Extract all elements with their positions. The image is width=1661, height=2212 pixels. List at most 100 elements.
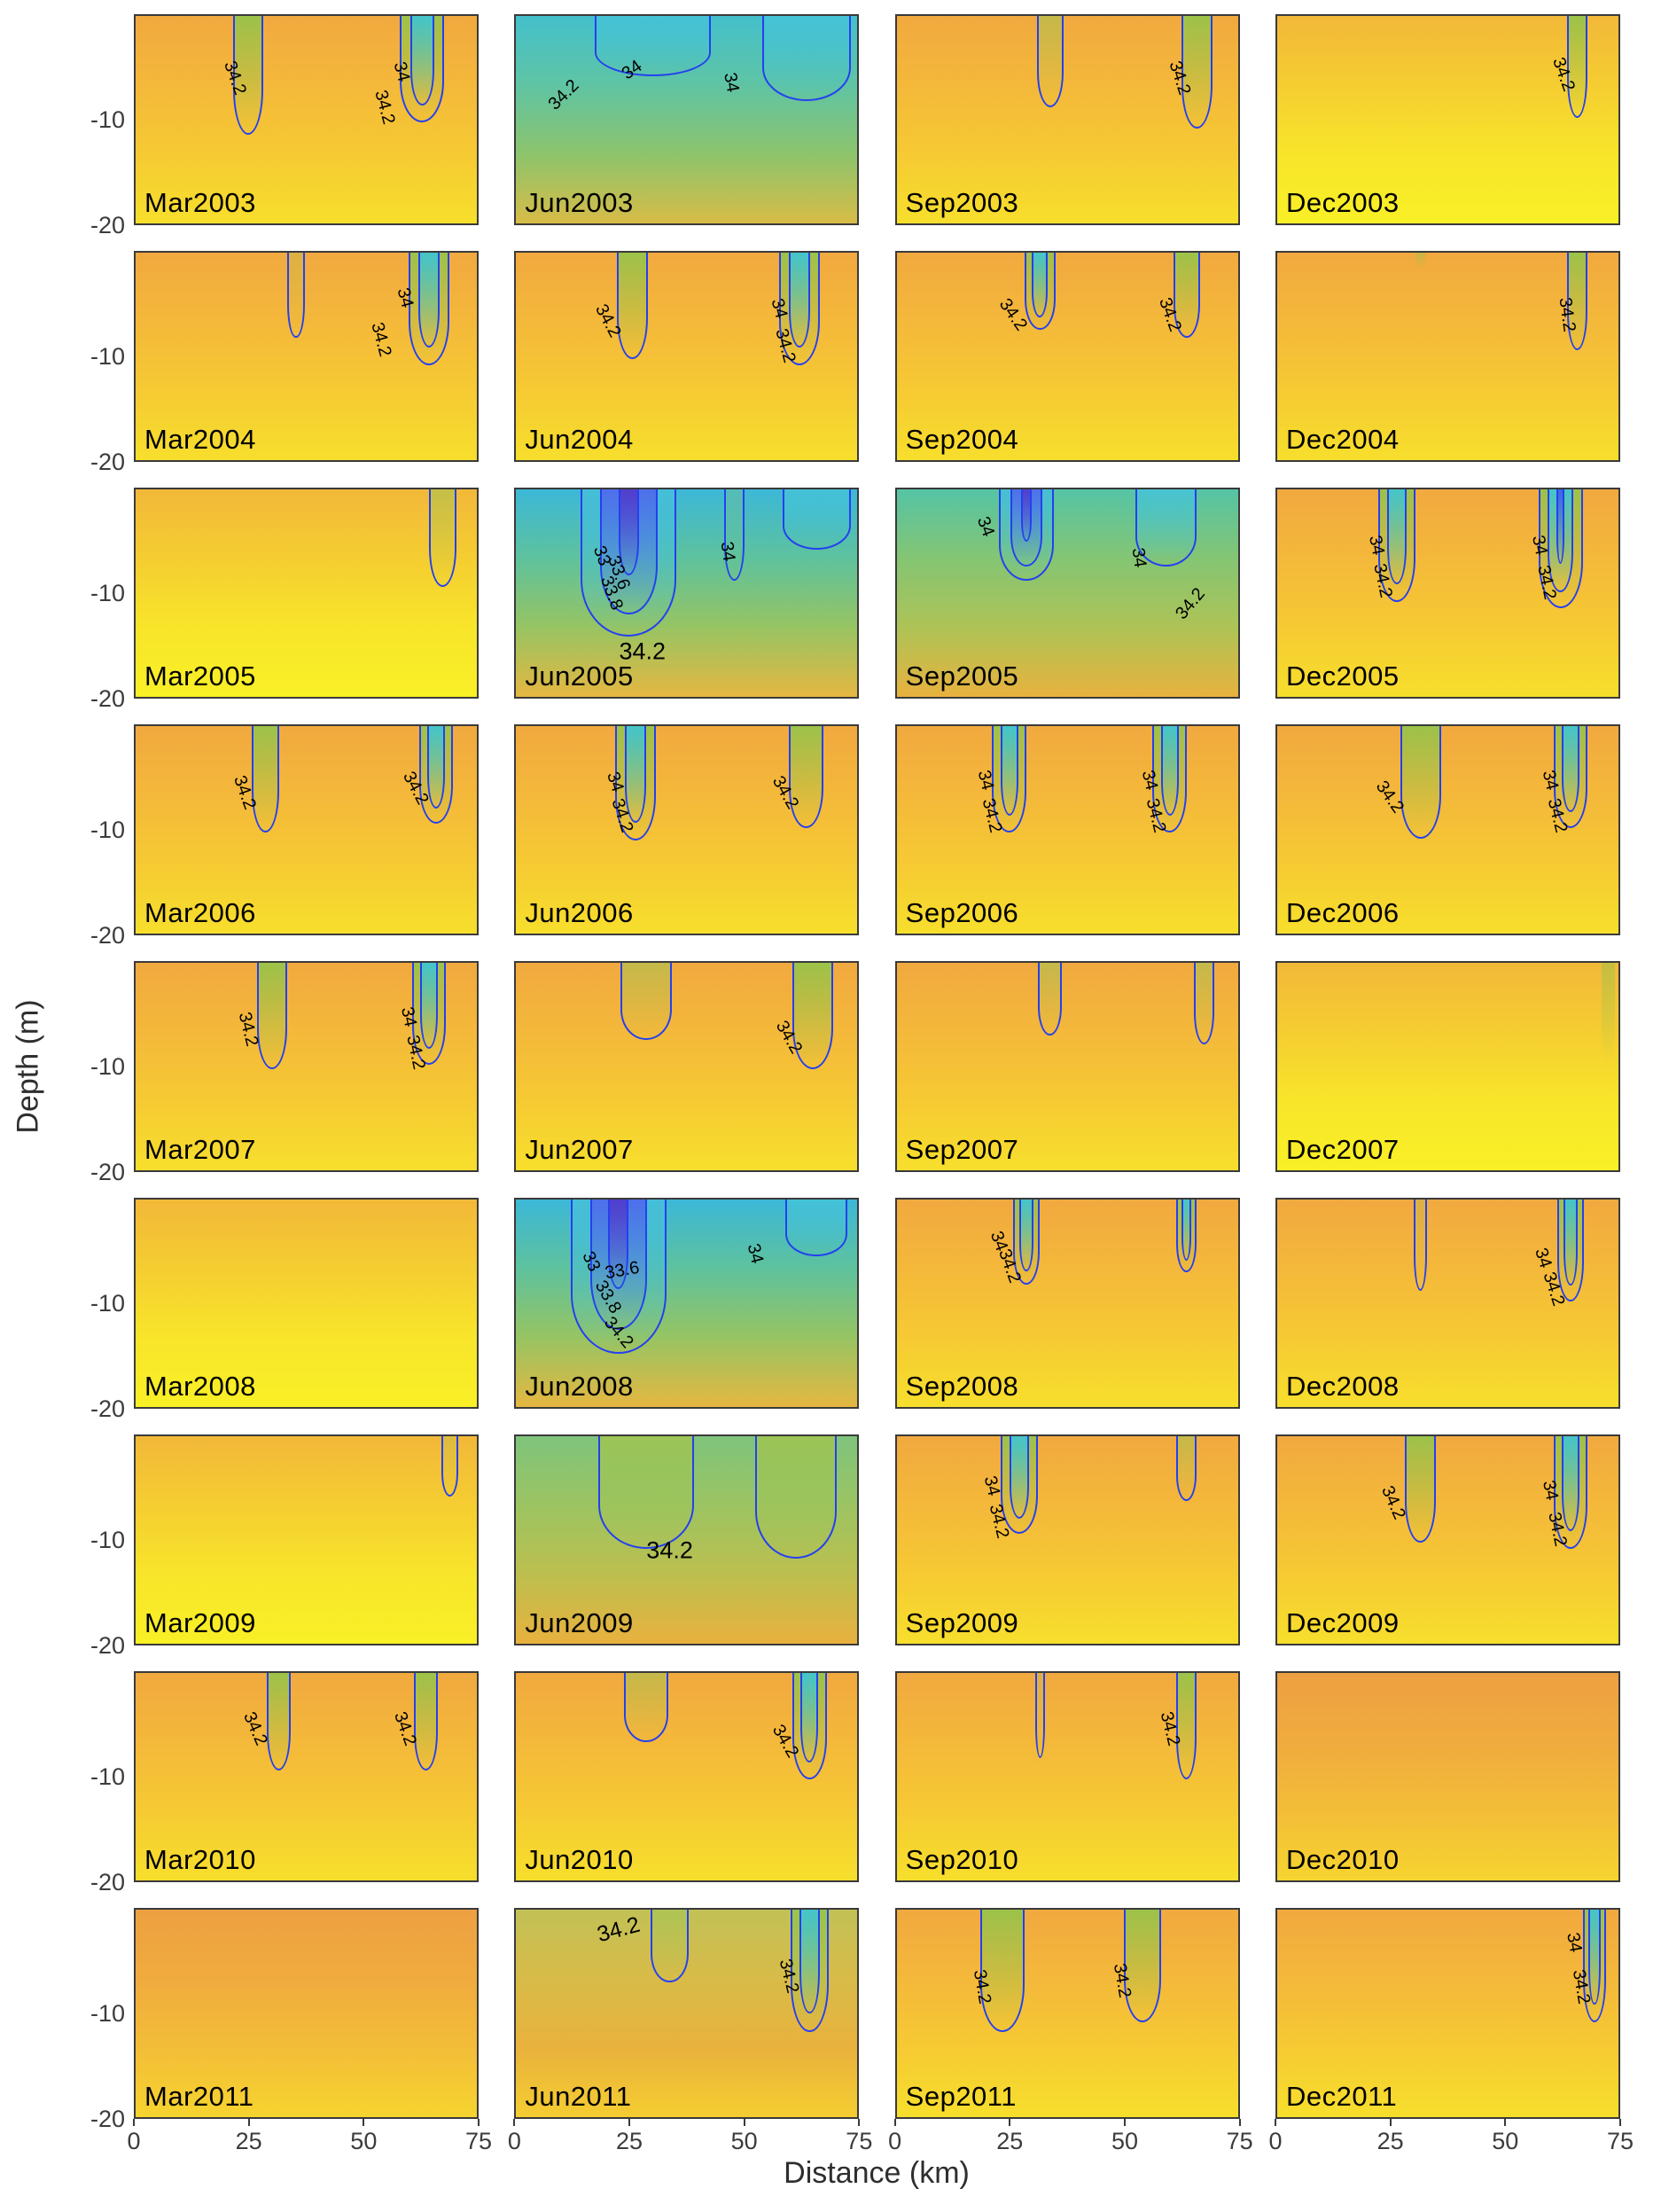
panel-sep2007: Sep2007 bbox=[894, 961, 1240, 1172]
contour-plume bbox=[778, 253, 820, 365]
contour-plume-inner bbox=[426, 726, 445, 809]
panel-dec2006: 34.2 34 34.2 Dec2006 bbox=[1275, 724, 1620, 935]
panel-mar2006: 34.2 34.2 Mar2006 bbox=[134, 724, 479, 935]
y-tick-label: -20 bbox=[90, 449, 125, 475]
x-tick-mark bbox=[363, 2119, 365, 2126]
contour-plume bbox=[232, 16, 264, 135]
panel-month-label: Dec2005 bbox=[1285, 660, 1400, 692]
panel-month-label: Mar2006 bbox=[144, 897, 256, 928]
contour-plume bbox=[1135, 489, 1197, 567]
panel-month-label: Dec2006 bbox=[1285, 897, 1400, 928]
contour-plume-inner bbox=[589, 1200, 647, 1331]
x-tick-mark bbox=[1009, 2119, 1011, 2126]
x-tick-mark bbox=[1274, 2119, 1276, 2126]
contour-plume-core bbox=[608, 1200, 629, 1290]
contour-plume bbox=[792, 1673, 827, 1779]
contour-plume bbox=[1036, 16, 1064, 108]
contour-plume bbox=[1034, 1673, 1046, 1759]
contour-plume-inner bbox=[600, 489, 658, 615]
panel-month-label: Dec2004 bbox=[1285, 424, 1400, 455]
contour-plume-core bbox=[1556, 489, 1565, 564]
panel-dec2011: 34 34.2 Dec2011 bbox=[1275, 1908, 1620, 2119]
contour-plume bbox=[256, 963, 288, 1069]
contour-plume bbox=[581, 489, 677, 637]
contour-plume bbox=[1400, 726, 1441, 839]
panel-mar2010: 34.2 34.2 Mar2010 bbox=[134, 1671, 479, 1882]
panel-sep2009: 34 34.2 Sep2009 bbox=[894, 1434, 1240, 1645]
contour-plume-inner bbox=[800, 1673, 819, 1763]
panel-month-label: Mar2009 bbox=[144, 1607, 256, 1638]
contour-plume-inner bbox=[1548, 489, 1573, 592]
contour-label: 34.2 bbox=[619, 637, 667, 665]
panel-colormap-field bbox=[136, 489, 477, 697]
panel-month-label: Mar2010 bbox=[144, 1844, 256, 1875]
panel-month-label: Sep2009 bbox=[905, 1607, 1019, 1638]
contour-plume bbox=[429, 489, 456, 588]
contour-plume-inner bbox=[799, 1910, 820, 2014]
x-tick-mark bbox=[247, 2119, 250, 2126]
contour-plume bbox=[616, 253, 648, 359]
panel-month-label: Sep2006 bbox=[905, 897, 1019, 928]
y-tick-label: -10 bbox=[90, 106, 125, 133]
contour-plume bbox=[1553, 726, 1588, 828]
contour-plume bbox=[789, 726, 823, 828]
panel-sep2008: 34 34.2 Sep2008 bbox=[894, 1198, 1240, 1409]
panel-jun2011: 34.2 34.2 Jun2011 bbox=[514, 1908, 860, 2119]
y-tick-label: -20 bbox=[90, 1395, 125, 1422]
panel-mar2007: 34.2 34 34.2 Mar2007 bbox=[134, 961, 479, 1172]
contour-label: 34 bbox=[743, 1241, 768, 1266]
x-tick-mark bbox=[858, 2119, 861, 2126]
panel-month-label: Sep2005 bbox=[905, 660, 1019, 692]
contour-plume bbox=[782, 489, 851, 551]
x-tick-mark bbox=[1504, 2119, 1507, 2126]
x-tick-label: 75 bbox=[846, 2128, 873, 2154]
y-tick-label: -10 bbox=[90, 1527, 125, 1553]
panel-month-label: Jun2004 bbox=[525, 424, 634, 455]
contour-label: 34 bbox=[1137, 768, 1161, 793]
panel-month-label: Dec2010 bbox=[1285, 1844, 1400, 1875]
panel-jun2003: 34.2 34 34 Jun2003 bbox=[514, 14, 860, 225]
contour-plume bbox=[1567, 253, 1588, 351]
y-tick-label: -10 bbox=[90, 1290, 125, 1317]
contour-label: 34 bbox=[1563, 1931, 1586, 1955]
contour-plume bbox=[614, 726, 657, 841]
contour-plume-inner bbox=[624, 726, 647, 823]
panel-month-label: Sep2004 bbox=[905, 424, 1019, 455]
panel-month-label: Jun2008 bbox=[525, 1371, 634, 1402]
x-tick-label: 0 bbox=[888, 2128, 902, 2154]
contour-plume bbox=[1405, 1436, 1436, 1543]
panel-dec2010: Dec2010 bbox=[1275, 1671, 1620, 1882]
contour-plume bbox=[761, 16, 851, 102]
panel-sep2005: 34 34 34.2 Sep2005 bbox=[894, 488, 1240, 699]
contour-plume bbox=[785, 1200, 847, 1256]
panel-month-label: Mar2008 bbox=[144, 1371, 256, 1402]
y-tick-label: -20 bbox=[90, 922, 125, 949]
panel-mar2011: Mar2011 bbox=[134, 1908, 479, 2119]
panel-month-label: Jun2009 bbox=[525, 1607, 634, 1638]
contour-plume bbox=[1038, 963, 1063, 1036]
panel-colormap-field bbox=[1276, 1910, 1618, 2117]
x-tick-label: 25 bbox=[996, 2128, 1024, 2154]
contour-label: 34 bbox=[1127, 546, 1150, 569]
x-tick-mark bbox=[893, 2119, 896, 2126]
panel-sep2004: 34.2 34.2 Sep2004 bbox=[894, 251, 1240, 462]
contour-plume bbox=[411, 963, 447, 1065]
contour-plume bbox=[1176, 1673, 1197, 1779]
x-tick-mark bbox=[133, 2119, 135, 2126]
contour-plume bbox=[999, 489, 1054, 582]
panel-month-label: Dec2003 bbox=[1285, 187, 1400, 218]
contour-plume bbox=[1012, 1200, 1041, 1286]
panel-dec2008: 34 34.2 Dec2008 bbox=[1275, 1198, 1620, 1409]
panel-month-label: Mar2005 bbox=[144, 660, 256, 692]
contour-plume-inner bbox=[417, 253, 441, 348]
contour-plume bbox=[724, 489, 745, 582]
panel-dec2003: 34.2 Dec2003 bbox=[1275, 14, 1620, 225]
contour-plume bbox=[1413, 1200, 1428, 1292]
x-tick-mark bbox=[743, 2119, 745, 2126]
panel-colormap-field bbox=[136, 1200, 477, 1407]
panel-mar2003: 34.2 34 34.2 Mar2003 bbox=[134, 14, 479, 225]
contour-plume bbox=[594, 16, 711, 77]
x-tick-label: 75 bbox=[464, 2128, 493, 2154]
y-tick-label: -20 bbox=[90, 212, 125, 238]
